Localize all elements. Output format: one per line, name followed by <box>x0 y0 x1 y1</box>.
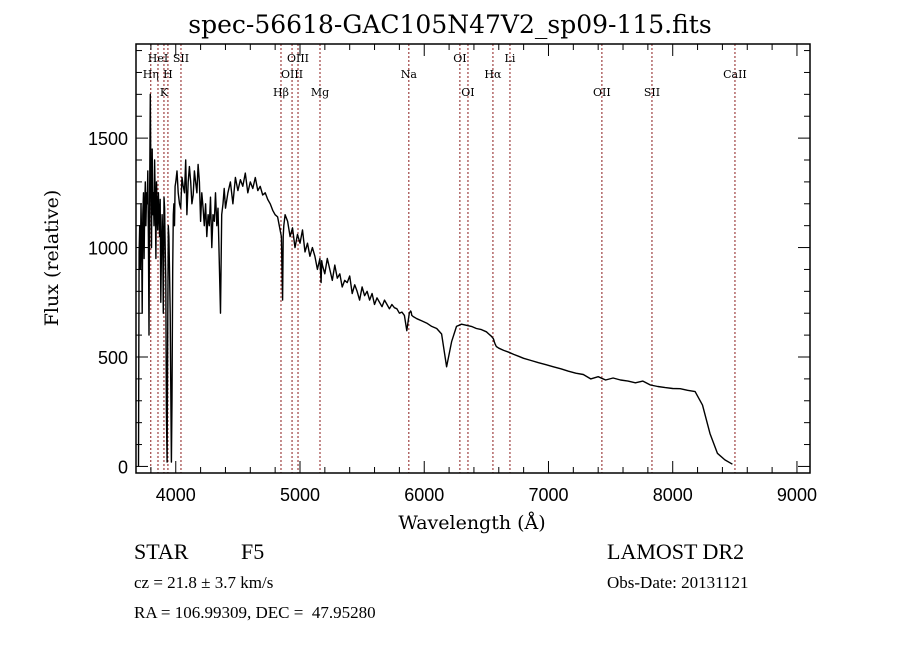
object-subclass: F5 <box>241 539 265 564</box>
x-tick-label: 7000 <box>528 485 568 505</box>
x-tick-label: 9000 <box>777 485 817 505</box>
survey-name: LAMOST DR2 <box>607 539 745 564</box>
y-tick-label: 1000 <box>88 239 128 259</box>
x-axis-ticks <box>150 44 798 473</box>
chart-title: spec-56618-GAC105N47V2_sp09-115.fits <box>188 10 711 39</box>
y-tick-label: 1500 <box>88 129 128 149</box>
spectral-line-label: Na <box>401 68 418 81</box>
x-tick-label: 5000 <box>280 485 320 505</box>
obs-date: Obs-Date: 20131121 <box>607 573 749 592</box>
spectral-line-markers <box>150 44 736 473</box>
redshift-readout: cz = 21.8 ± 3.7 km/s <box>134 573 274 592</box>
y-tick-label: 500 <box>98 348 128 368</box>
spectral-line-label: SII <box>644 86 660 99</box>
spectrum-line <box>137 93 733 467</box>
spectral-line-label: K <box>160 86 169 99</box>
object-class: STAR <box>134 539 189 564</box>
spectral-line-label: Hη <box>143 68 159 81</box>
spectral-line-label: Hα <box>484 68 502 81</box>
x-axis-label: Wavelength (Å) <box>398 512 545 534</box>
y-axis-ticks <box>136 50 810 467</box>
coordinates: RA = 106.99309, DEC = 47.95280 <box>134 603 376 622</box>
y-axis-tick-labels: 0 500 1000 1500 <box>88 129 128 477</box>
x-tick-label: 6000 <box>404 485 444 505</box>
spectral-line-label: OIII <box>281 68 303 81</box>
x-tick-label: 8000 <box>653 485 693 505</box>
spectral-line-label: OI <box>461 86 474 99</box>
spectral-line-label: OIII <box>287 52 309 65</box>
y-tick-label: 0 <box>118 457 128 477</box>
x-tick-label: 4000 <box>156 485 196 505</box>
plot-frame <box>135 43 811 474</box>
spectral-line-label: Mg <box>311 86 329 99</box>
spectral-line-label: OI <box>453 52 466 65</box>
spectral-line-label: OII <box>593 86 611 99</box>
spectral-line-label: Li <box>505 52 516 65</box>
spectral-line-label: Hβ <box>273 86 289 99</box>
y-axis-label: Flux (relative) <box>41 190 63 327</box>
spectral-line-label: HeI <box>148 52 168 65</box>
x-axis-tick-labels: 4000 5000 6000 7000 8000 9000 <box>156 485 817 505</box>
spectral-line-label: H <box>163 68 173 81</box>
spectral-line-label: CaII <box>723 68 747 81</box>
spectral-line-label: SII <box>173 52 189 65</box>
